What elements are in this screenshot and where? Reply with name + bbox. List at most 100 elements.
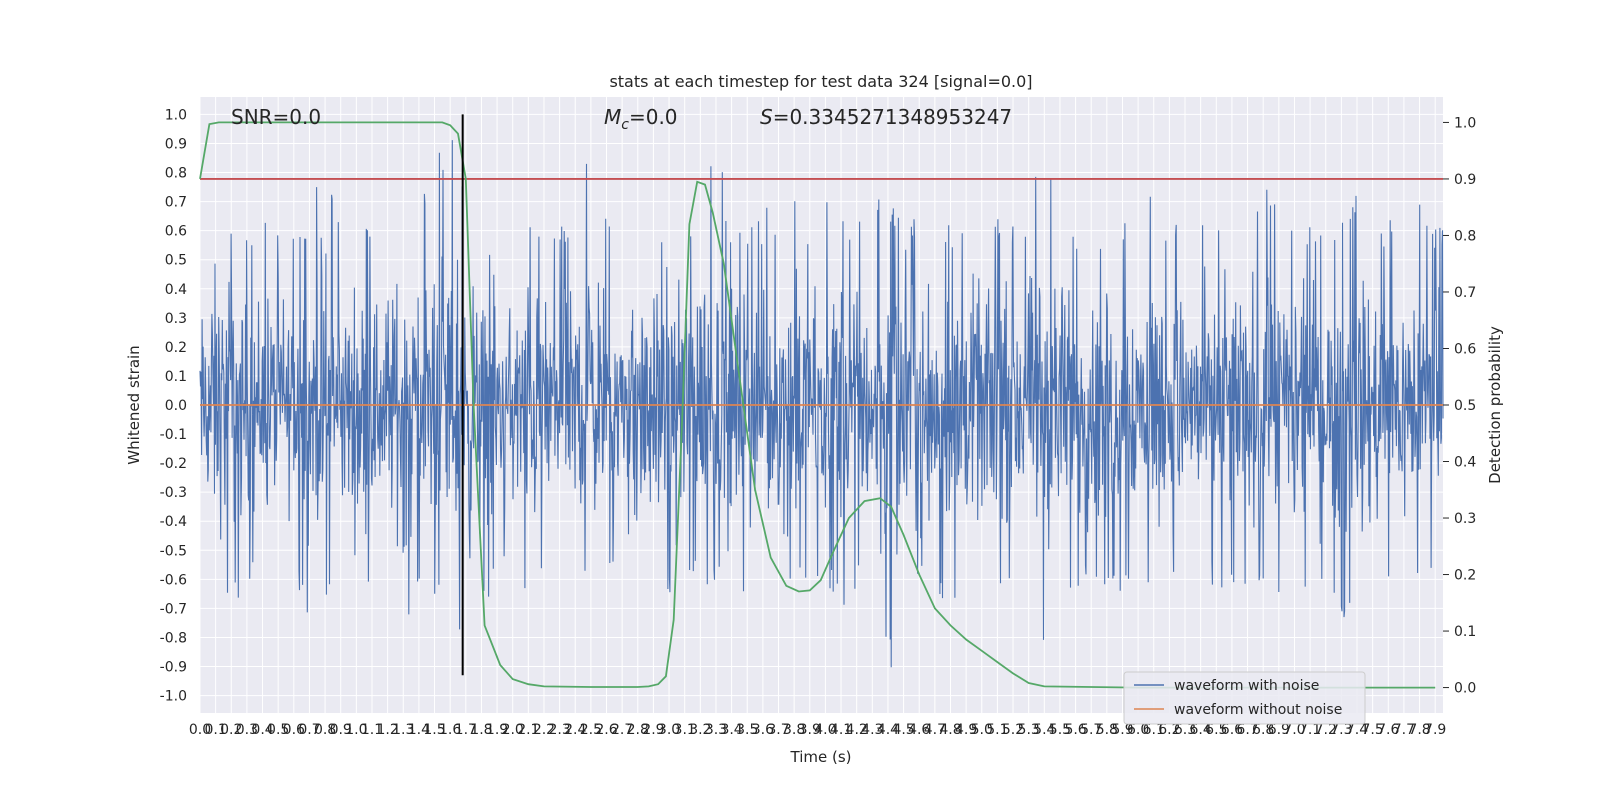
x-tick-label: 7.0 — [1283, 722, 1305, 738]
x-tick-label: 6.3 — [1174, 722, 1196, 738]
x-tick-label: 1.2 — [376, 722, 398, 738]
x-tick-label: 7.2 — [1315, 722, 1337, 738]
x-tick-label: 0.8 — [314, 722, 336, 738]
s-symbol: S — [760, 105, 773, 129]
mc-symbol: M — [604, 105, 621, 129]
x-tick-label: 2.2 — [533, 722, 555, 738]
x-tick-label: 6.5 — [1205, 722, 1227, 738]
x-tick-label: 6.4 — [1190, 722, 1212, 738]
x-tick-label: 6.6 — [1221, 722, 1243, 738]
y-tick-label: 0.4 — [165, 282, 187, 298]
x-tick-label: 5.6 — [1064, 722, 1086, 738]
waveform-with-noise-line — [199, 140, 1444, 668]
y-tick-label: 1.0 — [165, 107, 187, 123]
x-tick-label: 5.1 — [986, 722, 1008, 738]
x-tick-label: 5.7 — [1080, 722, 1102, 738]
x-tick-label: 1.1 — [361, 722, 383, 738]
y2-tick-label: 0.2 — [1454, 568, 1476, 584]
x-tick-label: 2.1 — [517, 722, 539, 738]
x-tick-label: 5.8 — [1096, 722, 1118, 738]
y2-tick-label: 0.4 — [1454, 455, 1476, 471]
x-tick-label: 7.9 — [1424, 722, 1446, 738]
legend-box — [1123, 671, 1366, 725]
mc-value: =0.0 — [629, 105, 678, 129]
x-tick-label: 0.3 — [236, 722, 258, 738]
x-axis-label: Time (s) — [790, 748, 852, 766]
x-tick-label: 4.4 — [877, 722, 899, 738]
y-tick-label: -0.6 — [160, 572, 187, 588]
x-tick-label: 5.3 — [1018, 722, 1040, 738]
x-tick-label: 3.8 — [783, 722, 805, 738]
x-tick-label: 1.8 — [470, 722, 492, 738]
x-tick-label: 0.5 — [267, 722, 289, 738]
x-tick-label: 5.5 — [1049, 722, 1071, 738]
y-tick-label: -0.4 — [160, 514, 187, 530]
x-tick-label: 2.6 — [595, 722, 617, 738]
y2-tick-label: 0.1 — [1454, 624, 1476, 640]
x-tick-label: 2.7 — [611, 722, 633, 738]
x-tick-label: 0.9 — [330, 722, 352, 738]
x-tick-label: 0.2 — [220, 722, 242, 738]
y2-tick-label: 0.7 — [1454, 285, 1476, 301]
y-tick-label: 0.7 — [165, 195, 187, 211]
x-tick-label: 5.0 — [971, 722, 993, 738]
y2-tick-label: 0.9 — [1454, 172, 1476, 188]
legend-label-waveform-with-noise: waveform with noise — [1174, 678, 1319, 694]
x-tick-label: 3.2 — [689, 722, 711, 738]
legend-label-waveform-without-noise: waveform without noise — [1174, 702, 1342, 718]
x-tick-label: 2.0 — [502, 722, 524, 738]
x-tick-label: 6.7 — [1236, 722, 1258, 738]
y2-tick-label: 1.0 — [1454, 115, 1476, 131]
x-tick-label: 3.1 — [674, 722, 696, 738]
snr-annotation: SNR=0.0 — [231, 105, 321, 129]
x-tick-label: 4.1 — [830, 722, 852, 738]
x-tick-label: 3.4 — [720, 722, 742, 738]
x-tick-label: 0.1 — [205, 722, 227, 738]
x-tick-label: 7.4 — [1346, 722, 1368, 738]
x-tick-label: 3.6 — [752, 722, 774, 738]
x-tick-label: 7.1 — [1299, 722, 1321, 738]
y2-tick-label: 0.5 — [1454, 398, 1476, 414]
x-tick-label: 4.7 — [924, 722, 946, 738]
y-tick-label: 0.9 — [165, 136, 187, 152]
x-tick-label: 1.6 — [439, 722, 461, 738]
x-tick-label: 7.7 — [1393, 722, 1415, 738]
x-tick-label: 4.9 — [955, 722, 977, 738]
x-tick-label: 2.9 — [642, 722, 664, 738]
y-axis-label: Whitened strain — [125, 345, 143, 464]
x-tick-label: 0.6 — [283, 722, 305, 738]
x-tick-label: 7.3 — [1330, 722, 1352, 738]
y2-tick-label: 0.0 — [1454, 681, 1476, 697]
chart-title: stats at each timestep for test data 324… — [609, 72, 1032, 91]
y-tick-label: -0.7 — [160, 601, 187, 617]
x-tick-label: 1.0 — [345, 722, 367, 738]
y-tick-label: 0.5 — [165, 253, 187, 269]
y-tick-label: -0.1 — [160, 427, 187, 443]
s-annotation: S=0.3345271348953247 — [760, 105, 1012, 129]
y-tick-label: -0.8 — [160, 630, 187, 646]
x-tick-label: 1.9 — [486, 722, 508, 738]
x-tick-label: 3.3 — [705, 722, 727, 738]
y-tick-label: 0.8 — [165, 166, 187, 182]
x-tick-label: 6.2 — [1158, 722, 1180, 738]
x-tick-label: 3.0 — [658, 722, 680, 738]
y-tick-label: -0.3 — [160, 485, 187, 501]
x-tick-label: 1.5 — [423, 722, 445, 738]
y-tick-label: -0.5 — [160, 543, 187, 559]
x-tick-label: 4.5 — [892, 722, 914, 738]
x-tick-label: 7.5 — [1362, 722, 1384, 738]
x-tick-label: 6.9 — [1268, 722, 1290, 738]
y2-tick-label: 0.8 — [1454, 228, 1476, 244]
x-tick-label: 4.6 — [908, 722, 930, 738]
x-tick-label: 1.4 — [408, 722, 430, 738]
x-tick-label: 5.9 — [1111, 722, 1133, 738]
mc-annotation: Mc=0.0 — [604, 105, 678, 133]
x-tick-label: 3.7 — [767, 722, 789, 738]
x-tick-label: 3.5 — [736, 722, 758, 738]
series-waveform-with-noise — [199, 140, 1444, 668]
y-tick-label: 0.2 — [165, 340, 187, 356]
tick-labels: 0.00.10.20.30.40.50.60.70.80.91.01.11.21… — [160, 107, 1477, 738]
x-tick-label: 2.3 — [548, 722, 570, 738]
y-tick-label: 0.6 — [165, 224, 187, 240]
